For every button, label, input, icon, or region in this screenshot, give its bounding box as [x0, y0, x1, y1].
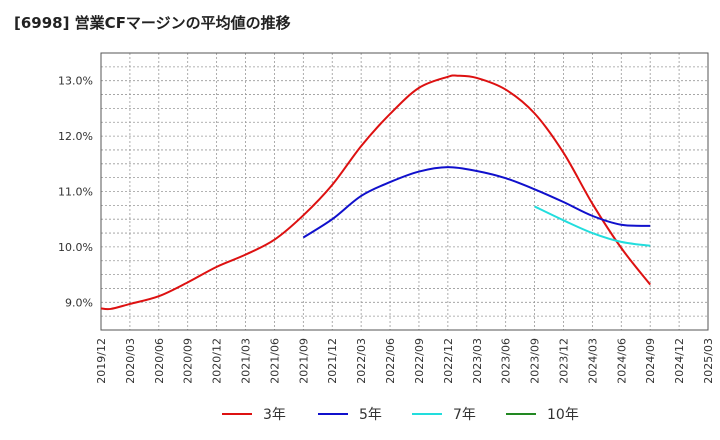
x-tick-label: 2020/12 — [211, 338, 224, 384]
y-tick-label: 9.0% — [65, 296, 93, 309]
legend-item: 5年 — [318, 407, 382, 423]
x-tick-label: 2024/12 — [673, 338, 686, 384]
legend-label: 7年 — [453, 407, 476, 423]
series-line-3 — [534, 205, 651, 247]
x-tick-label: 2020/09 — [182, 338, 195, 384]
x-tick-label: 2022/12 — [442, 338, 455, 384]
x-tick-label: 2024/03 — [586, 338, 599, 384]
legend-item: 10年 — [506, 407, 579, 423]
x-tick-label: 2021/12 — [326, 338, 339, 384]
x-tick-label: 2019/12 — [95, 338, 108, 384]
x-tick-label: 2023/03 — [471, 338, 484, 384]
x-tick-label: 2023/09 — [529, 338, 542, 384]
x-tick-label: 2024/06 — [615, 338, 628, 384]
series-lines — [100, 74, 651, 311]
x-tick-label: 2025/03 — [702, 338, 715, 384]
y-axis-ticks: 9.0% 10.0% 11.0% 12.0% 13.0% — [58, 75, 93, 310]
series-line-2 — [302, 166, 651, 239]
legend-label: 10年 — [547, 407, 579, 423]
plot-area-frame — [100, 52, 709, 331]
y-tick-label: 11.0% — [58, 186, 93, 199]
x-tick-label: 2021/06 — [268, 338, 281, 384]
chart-title: [6998] 営業CFマージンの平均値の推移 — [14, 14, 291, 32]
x-tick-label: 2022/03 — [355, 338, 368, 384]
x-tick-label: 2022/06 — [384, 338, 397, 384]
x-tick-label: 2021/09 — [297, 338, 310, 384]
legend-label: 5年 — [359, 407, 382, 423]
x-tick-label: 2023/12 — [557, 338, 570, 384]
x-tick-label: 2022/09 — [413, 338, 426, 384]
y-tick-label: 10.0% — [58, 241, 93, 254]
x-tick-label: 2023/06 — [500, 338, 513, 384]
grid-lines — [101, 53, 708, 330]
x-tick-label: 2024/09 — [644, 338, 657, 384]
x-tick-label: 2020/03 — [124, 338, 137, 384]
x-axis-ticks: 2019/12 2020/03 2020/06 2020/09 2020/12 2021/… — [95, 338, 715, 384]
y-tick-label: 12.0% — [58, 130, 93, 143]
series-line-1 — [100, 74, 651, 311]
x-tick-label: 2021/03 — [240, 338, 253, 384]
legend-item: 3年 — [222, 407, 286, 423]
legend-label: 3年 — [263, 407, 286, 423]
y-tick-label: 13.0% — [58, 75, 93, 88]
x-tick-label: 2020/06 — [153, 338, 166, 384]
legend: 3年 5年 7年 10年 — [222, 407, 579, 423]
legend-item: 7年 — [412, 407, 476, 423]
